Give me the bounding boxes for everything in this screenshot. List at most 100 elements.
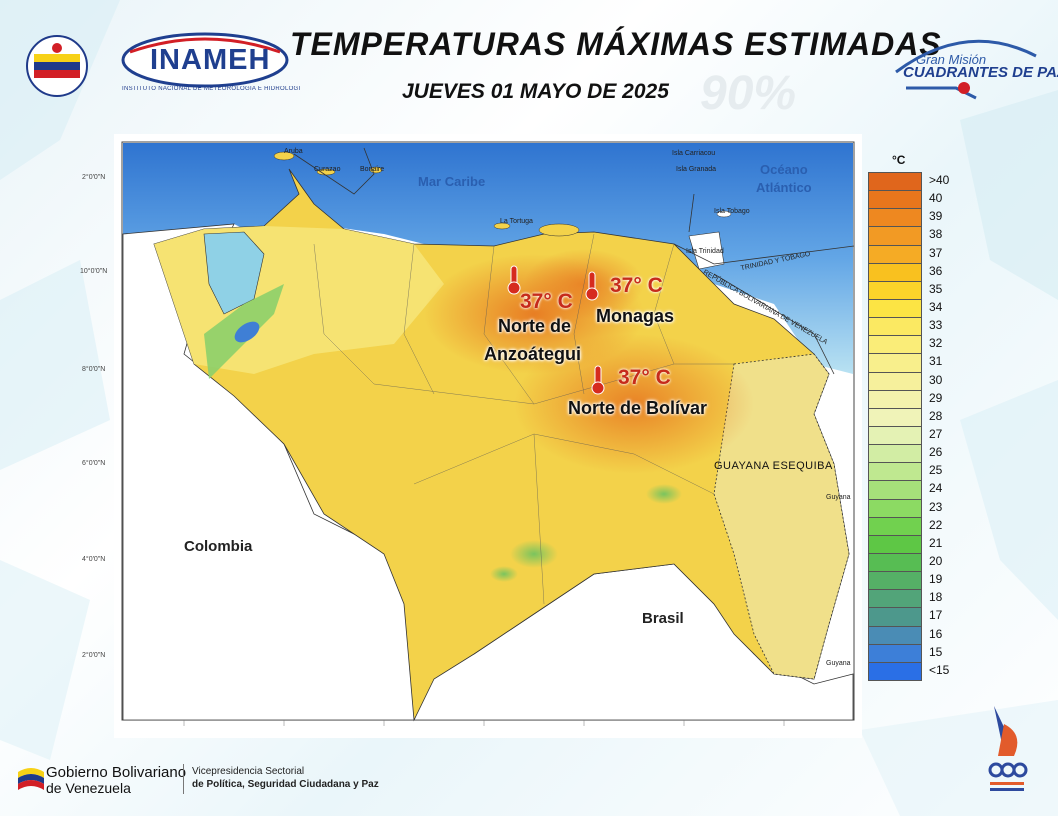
legend-label: <15 — [929, 662, 950, 677]
legend-swatch — [868, 480, 922, 500]
island-label: Isla Carriacou — [672, 150, 716, 157]
venezuela-emblem-icon — [26, 35, 88, 97]
legend-swatch — [868, 661, 922, 681]
legend-swatch — [868, 589, 922, 609]
island-label: Isla Tobago — [714, 208, 750, 215]
lat-label: 10°0'0"N — [80, 268, 108, 275]
hotspot-region-anzoategui-line2: Anzoátegui — [484, 344, 581, 364]
guayana-esequiba — [713, 353, 850, 680]
lat-label: 2°0'0"N — [82, 652, 106, 659]
legend-label: 33 — [929, 318, 943, 333]
legend-label: 28 — [929, 408, 943, 423]
legend-label: 22 — [929, 517, 943, 532]
legend-label: 25 — [929, 463, 943, 478]
temperature-map — [121, 141, 855, 726]
legend-swatch — [868, 299, 922, 319]
temperature-legend: >40 40 39 38 37 36 35 34 33 32 31 30 29 28 27 26 25 24 23 2… — [868, 172, 958, 681]
date-subtitle: JUEVES 01 MAYO DE 2025 — [402, 80, 669, 103]
footer-gobierno-line1: Gobierno Bolivariano — [46, 764, 187, 781]
island-label: Bonaire — [360, 166, 385, 173]
legend-label: 27 — [929, 427, 943, 441]
thermometer-icon — [591, 365, 605, 395]
legend-swatch — [868, 353, 922, 373]
legend-label: 29 — [929, 390, 943, 405]
hotspot-temp-bolivar: 37° C — [618, 366, 671, 389]
legend-label: 40 — [929, 191, 943, 206]
legend-label: 39 — [929, 209, 943, 224]
guayana-esequiba-label: GUAYANA ESEQUIBA — [714, 460, 833, 472]
island-label: Isla Granada — [676, 166, 717, 173]
legend-label: 24 — [929, 481, 943, 496]
legend-swatch — [868, 208, 922, 228]
bicentenario-logo — [988, 706, 1028, 791]
legend-label: 31 — [929, 354, 943, 369]
legend-swatch — [868, 335, 922, 355]
hotspot-region-monagas: Monagas — [596, 306, 675, 326]
hotspot-region-bolivar: Norte de Bolívar — [568, 398, 708, 418]
gran-mision-logo — [895, 39, 1037, 100]
legend-label: 18 — [929, 590, 943, 605]
legend-swatch — [868, 516, 922, 536]
legend-label: 30 — [929, 372, 943, 387]
hotspot-temp-monagas: 37° C — [610, 274, 663, 297]
footer-vice-line2: de Política, Seguridad Ciudadana y Paz — [192, 779, 379, 790]
legend-label: >40 — [929, 173, 950, 187]
legend-label: 26 — [929, 445, 943, 460]
lat-label: 6°0'0"N — [82, 460, 106, 467]
legend-label: 17 — [929, 608, 943, 623]
lat-label: 2°0'0"N — [82, 174, 106, 181]
atlantic-label-line2: Atlántico — [756, 180, 812, 195]
legend-swatch — [868, 172, 922, 192]
legend-swatch — [868, 643, 922, 663]
inameh-logo — [121, 32, 289, 88]
legend-swatch — [868, 534, 922, 554]
page-title: TEMPERATURAS MÁXIMAS ESTIMADAS — [290, 26, 942, 62]
guyana-label: Guyana — [826, 494, 851, 501]
guyana-label: Guyana — [826, 660, 851, 667]
brasil-label: Brasil — [642, 610, 684, 627]
map-frame: 2°0'0"N 10°0'0"N 8°0'0"N 6°0'0"N 4°0'0"N… — [80, 134, 862, 738]
lat-label: 4°0'0"N — [82, 556, 106, 563]
colombia-label: Colombia — [184, 538, 253, 555]
legend-swatch — [868, 407, 922, 427]
island-label: La Tortuga — [500, 218, 533, 225]
legend-label: 38 — [929, 227, 943, 242]
hotspot-region-anzoategui-line1: Norte de — [498, 316, 572, 336]
footer-divider — [183, 764, 184, 794]
gran-mision-line1: Gran Misión — [916, 52, 987, 67]
legend-swatch — [868, 226, 922, 246]
legend-swatch — [868, 426, 922, 446]
legend-label: 32 — [929, 336, 943, 351]
trinidad-island — [688, 231, 725, 270]
legend-label: 15 — [929, 644, 943, 659]
legend-swatch — [868, 190, 922, 210]
legend-swatch — [868, 625, 922, 645]
legend-label: 16 — [929, 626, 943, 641]
legend-label: 23 — [929, 499, 943, 514]
thermometer-icon — [585, 271, 599, 301]
island-label: Isla Trinidad — [686, 248, 724, 255]
footer-gobierno-line2: de Venezuela — [46, 780, 131, 796]
thermometer-icon — [507, 265, 521, 295]
legend-swatch — [868, 262, 922, 282]
legend-label: 34 — [929, 300, 943, 314]
footer-vice-line1: Vicepresidencia Sectorial — [192, 766, 305, 777]
legend-swatch — [868, 389, 922, 409]
island-label: Aruba — [284, 148, 303, 155]
legend-swatch — [868, 607, 922, 627]
legend-label: 21 — [929, 535, 943, 550]
legend-swatch — [868, 371, 922, 391]
island-label: Curazao — [314, 166, 341, 173]
legend-label: 35 — [929, 281, 943, 296]
legend-swatch — [868, 444, 922, 464]
lat-label: 8°0'0"N — [82, 366, 106, 373]
gran-mision-line2: CUADRANTES DE PAZ — [903, 64, 1058, 81]
legend-swatch — [868, 280, 922, 300]
legend-swatch — [868, 571, 922, 591]
inameh-wordmark: INAMEH — [150, 44, 271, 76]
legend-swatch — [868, 553, 922, 573]
legend-swatch — [868, 317, 922, 337]
legend-label: 37 — [929, 245, 943, 260]
inameh-subtitle: INSTITUTO NACIONAL DE METEOROLOGÍA E HID… — [122, 86, 300, 92]
legend-label: 36 — [929, 263, 943, 278]
